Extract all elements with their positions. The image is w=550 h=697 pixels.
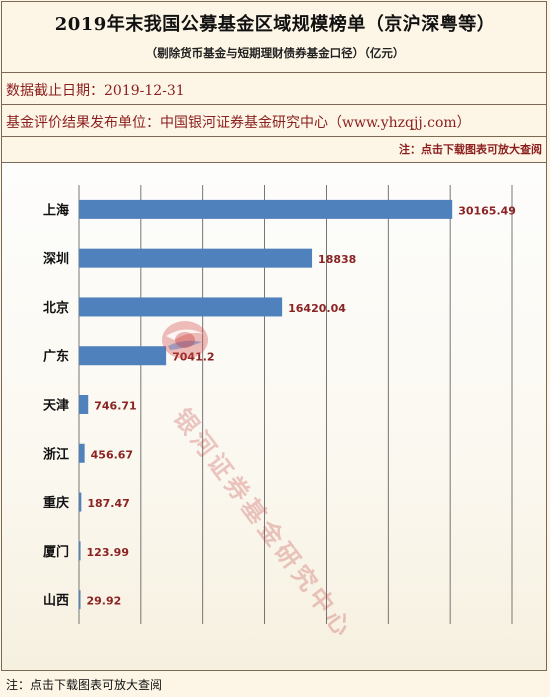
bar-6 [79,492,82,512]
chart-area [2,163,546,670]
value-label: 746.71 [94,400,136,413]
divider [1,162,547,163]
bar-5 [79,443,85,463]
bar-1 [79,248,313,268]
bar-4 [79,395,89,414]
bar-3 [79,346,167,366]
category-label: 深圳 [43,251,69,267]
category-label: 厦门 [43,544,69,560]
value-label: 30165.49 [458,204,516,217]
divider [1,136,547,137]
publisher-line: 基金评价结果发布单位：中国银河证券基金研究中心（www.yhzqjj.com） [6,115,471,131]
chart-subtitle: （剔除货币基金与短期理财债券基金口径）（亿元） [145,46,405,60]
category-label: 广东 [43,349,69,365]
value-label: 187.47 [87,497,129,510]
category-label: 北京 [43,300,69,316]
download-note: 注：点击下载图表可放大查阅 [399,143,542,156]
category-label: 山西 [43,593,69,609]
page-frame [1,1,547,671]
bar-8 [79,590,81,610]
bar-7 [79,541,81,561]
bars [79,199,453,610]
value-label: 7041.2 [172,351,214,364]
value-label: 16420.04 [288,302,346,315]
bar-0 [79,199,453,219]
chart-title: 2019年末我国公募基金区域规模榜单（京沪深粤等） [54,14,496,35]
category-label: 上海 [43,202,69,218]
divider [1,104,547,105]
category-label: 天津 [43,398,69,414]
galaxy-securities-logo-icon [160,318,210,366]
value-labels: 30165.49 18838 16420.04 7041.2 746.71 456.67 1… [87,204,516,607]
value-label: 123.99 [87,546,129,559]
data-date: 数据截止日期：2019-12-31 [6,83,185,99]
value-label: 18838 [318,253,356,266]
divider [1,72,547,73]
category-label: 浙江 [43,446,69,462]
value-label: 29.92 [87,595,122,608]
value-label: 456.67 [91,448,133,461]
footer-note: 注：点击下载图表可放大查阅 [6,678,163,692]
bar-2 [79,297,283,317]
category-label: 重庆 [43,495,69,511]
